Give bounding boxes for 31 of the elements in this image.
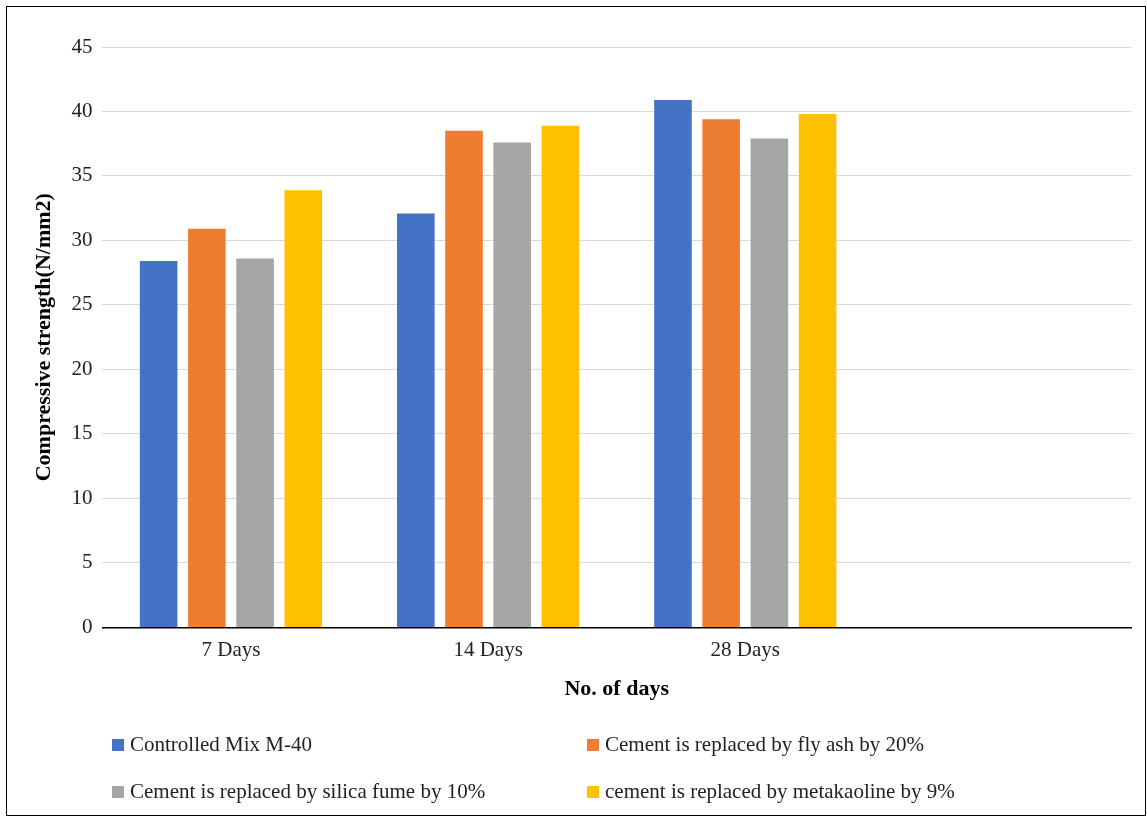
bar [188, 228, 226, 627]
bar [284, 190, 323, 627]
legend-label: cement is replaced by metakaoline by 9% [605, 779, 955, 804]
x-tick-label: 28 Days [710, 636, 780, 661]
bar [798, 114, 837, 627]
bar [397, 213, 435, 627]
y-tick-label: 45 [71, 33, 93, 58]
y-tick-label: 20 [71, 355, 93, 380]
bar [541, 125, 580, 627]
legend-label: Controlled Mix M-40 [130, 732, 312, 757]
y-axis-title: Compressive strength(N/mm2) [29, 193, 55, 482]
y-tick-label: 0 [81, 613, 93, 638]
x-tick-label: 7 Days [201, 636, 261, 661]
x-tick-label: 14 Days [453, 636, 523, 661]
bar [702, 119, 740, 627]
bar [445, 130, 483, 627]
y-tick-label: 40 [71, 98, 93, 122]
bar [493, 142, 532, 627]
bar [750, 138, 789, 627]
x-axis-title: No. of days [564, 675, 670, 701]
y-tick-label: 35 [71, 162, 93, 187]
y-tick-label: 5 [81, 549, 93, 574]
bar [139, 261, 178, 627]
y-tick-label: 15 [71, 420, 93, 445]
bar [236, 258, 274, 627]
y-tick-label: 30 [71, 226, 93, 251]
y-tick-label: 10 [71, 484, 93, 509]
y-tick-label: 25 [71, 291, 93, 316]
legend-label: Cement is replaced by silica fume by 10% [130, 779, 486, 804]
legend-label: Cement is replaced by fly ash by 20% [605, 732, 924, 757]
bar [654, 99, 692, 627]
